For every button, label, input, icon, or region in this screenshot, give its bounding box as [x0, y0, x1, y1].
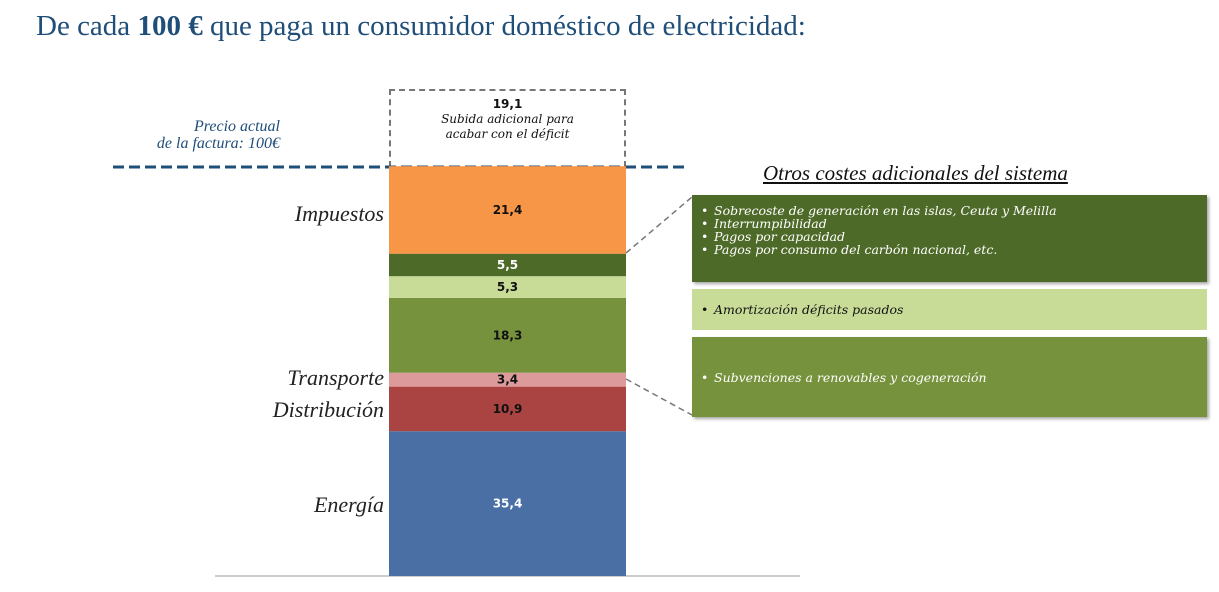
deficit-text-line2: acabar con el déficit: [445, 127, 570, 141]
other-costs-box-1: Sobrecoste de generación en las islas, C…: [692, 195, 1207, 282]
title-prefix: De cada: [36, 10, 138, 42]
other-costs-item: Subvenciones a renovables y cogeneración: [692, 371, 1207, 384]
current-price-line1: Precio actual: [193, 118, 280, 135]
bar-segment: [389, 372, 626, 387]
other-costs-box-3: Subvenciones a renovables y cogeneración: [692, 337, 1207, 417]
other-costs-item: Pagos por capacidad: [692, 230, 1207, 243]
segment-value-label: 21,4: [493, 203, 523, 217]
label-taxes: Impuestos: [294, 201, 384, 226]
bar-segment: [389, 386, 626, 432]
connector-line-bottom: [625, 378, 693, 416]
segment-value-label: 3,4: [497, 373, 518, 387]
title-amount: 100 €: [137, 10, 203, 42]
bar-segment: [389, 431, 626, 576]
bar-segment: [389, 276, 626, 298]
segment-value-label: 10,9: [493, 402, 523, 416]
connector-line-top: [625, 196, 693, 254]
segment-value-label: 18,3: [493, 328, 523, 342]
segment-value-label: 35,4: [493, 497, 523, 511]
segment-value-label: 5,5: [497, 258, 518, 272]
bar-segments: 35,4 10,9 3,4 18,3 5,3 5,5 21,4: [389, 166, 626, 576]
title-suffix: que paga un consumidor doméstico de elec…: [202, 10, 806, 42]
bar-segment: [389, 253, 626, 277]
other-costs-item: Interrumpibilidad: [692, 217, 1207, 230]
chart-title: De cada 100 € que paga un consumidor dom…: [36, 10, 806, 43]
other-costs-title: Otros costes adicionales del sistema: [763, 161, 1068, 185]
other-costs-item: Pagos por consumo del carbón nacional, e…: [692, 243, 1207, 256]
other-costs-box-2: Amortización déficits pasados: [692, 289, 1207, 330]
current-price-line2: de la factura: 100€: [156, 135, 280, 152]
current-price-label: Precio actual de la factura: 100€: [100, 118, 280, 152]
other-costs-item: Amortización déficits pasados: [692, 303, 1207, 316]
deficit-value: 19,1: [492, 97, 523, 111]
label-transport: Transporte: [287, 365, 384, 390]
segment-value-label: 5,3: [497, 280, 518, 294]
bar-segment: [389, 166, 626, 254]
deficit-text-line1: Subida adicional para: [441, 112, 574, 126]
bar-segment: [389, 297, 626, 373]
deficit-box: 19,1 Subida adicional para acabar con el…: [389, 89, 626, 167]
label-distribution: Distribución: [272, 397, 384, 422]
label-energy: Energía: [313, 492, 384, 517]
other-costs-item: Sobrecoste de generación en las islas, C…: [692, 204, 1207, 217]
